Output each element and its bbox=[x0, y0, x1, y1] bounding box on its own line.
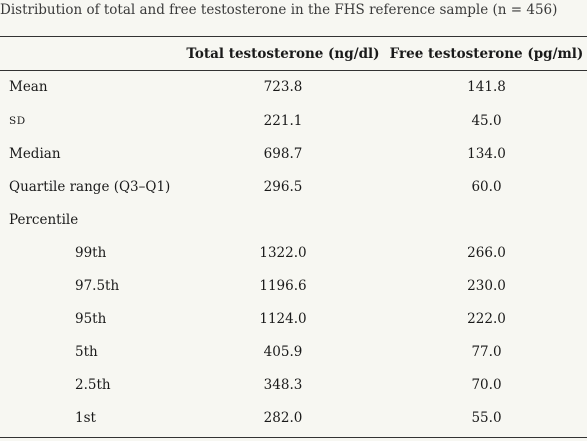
table-row: 97.5th 1196.6 230.0 bbox=[0, 269, 587, 302]
table-row: 1st 282.0 55.0 bbox=[0, 401, 587, 434]
free-value: 55.0 bbox=[471, 409, 502, 426]
free-value: 134.0 bbox=[467, 145, 506, 162]
total-value: 348.3 bbox=[263, 376, 303, 393]
row-label: 99th bbox=[75, 244, 107, 261]
total-value: 282.0 bbox=[263, 409, 303, 426]
table-row: 2.5th 348.3 70.0 bbox=[0, 368, 587, 401]
row-label: SD bbox=[9, 114, 26, 127]
table-row: 5th 405.9 77.0 bbox=[0, 335, 587, 368]
free-value: 230.0 bbox=[467, 277, 506, 294]
free-value: 60.0 bbox=[471, 178, 502, 195]
table-row: Median 698.7 134.0 bbox=[0, 137, 587, 170]
total-value: 296.5 bbox=[263, 178, 303, 195]
table-row: 95th 1124.0 222.0 bbox=[0, 302, 587, 335]
total-value: 221.1 bbox=[263, 112, 303, 129]
header-rule bbox=[0, 70, 587, 71]
header-row: Total testosterone (ng/dl) Free testoste… bbox=[0, 37, 587, 70]
row-label: 5th bbox=[75, 343, 98, 360]
table-row: SD 221.1 45.0 bbox=[0, 104, 587, 137]
row-label: Mean bbox=[9, 79, 48, 95]
free-value: 141.8 bbox=[467, 79, 506, 95]
header-free-testosterone: Free testosterone (pg/ml) bbox=[389, 45, 584, 62]
free-value: 77.0 bbox=[471, 343, 502, 360]
total-value: 698.7 bbox=[263, 145, 303, 162]
total-value: 1196.6 bbox=[259, 277, 307, 294]
bottom-rule bbox=[0, 437, 587, 438]
total-value: 723.8 bbox=[263, 79, 303, 95]
total-value: 1322.0 bbox=[259, 244, 307, 261]
free-value: 70.0 bbox=[471, 376, 502, 393]
table-row: Percentile bbox=[0, 203, 587, 236]
row-label: 2.5th bbox=[75, 376, 111, 393]
free-value bbox=[386, 203, 587, 236]
free-value: 222.0 bbox=[467, 310, 506, 327]
row-label: 1st bbox=[75, 409, 96, 426]
header-blank bbox=[0, 37, 180, 70]
row-label: 97.5th bbox=[75, 277, 120, 294]
row-label: Percentile bbox=[9, 211, 79, 228]
row-label: 95th bbox=[75, 310, 107, 327]
testosterone-table: Total testosterone (ng/dl) Free testoste… bbox=[0, 37, 587, 434]
row-label: Quartile range (Q3–Q1) bbox=[9, 178, 171, 195]
free-value: 45.0 bbox=[471, 112, 502, 129]
table-row: Quartile range (Q3–Q1) 296.5 60.0 bbox=[0, 170, 587, 203]
header-total-testosterone: Total testosterone (ng/dl) bbox=[186, 45, 380, 62]
table-row: 99th 1322.0 266.0 bbox=[0, 236, 587, 269]
row-label: Median bbox=[9, 145, 61, 162]
top-rule bbox=[0, 36, 587, 37]
total-value: 1124.0 bbox=[259, 310, 307, 327]
table-caption: Distribution of total and free testoster… bbox=[0, 2, 558, 18]
total-value bbox=[180, 203, 386, 236]
table-row: Mean 723.8 141.8 bbox=[0, 70, 587, 104]
free-value: 266.0 bbox=[467, 244, 506, 261]
total-value: 405.9 bbox=[263, 343, 303, 360]
